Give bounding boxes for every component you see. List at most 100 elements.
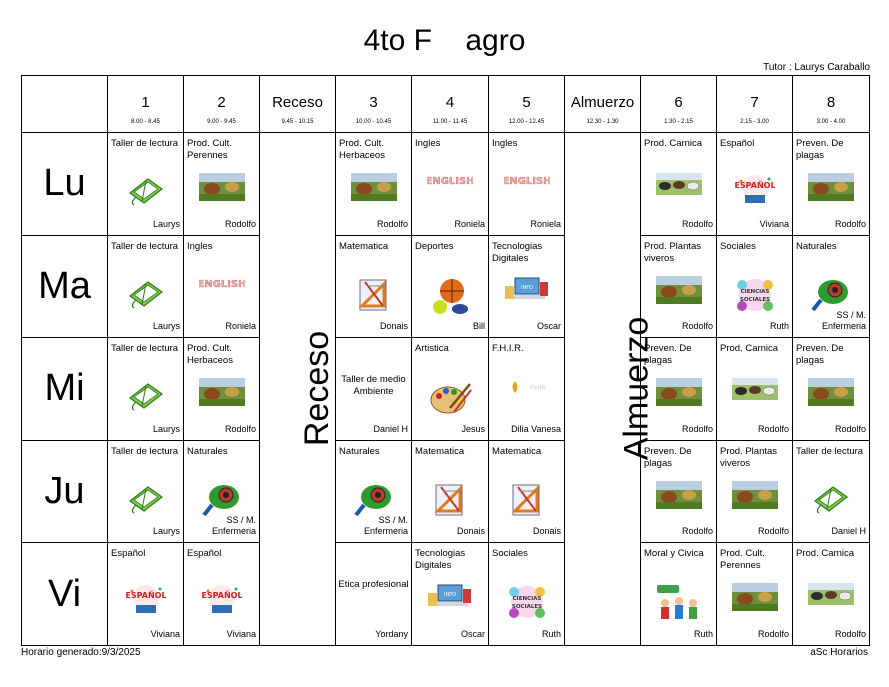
lesson-cell[interactable]: F.H.I.R. FHIR Dilia Vanesa: [488, 337, 565, 441]
lesson-cell[interactable]: Tecnologias Digitales INFO Oscar: [411, 542, 489, 646]
lesson-teacher: Rodolfo: [681, 218, 713, 229]
lesson-cell[interactable]: Ingles ENGLISH Roniela: [411, 132, 489, 236]
svg-text:INFO: INFO: [520, 285, 532, 291]
lesson-teacher: SS / M. Enfermeria: [211, 515, 256, 537]
lesson-cell[interactable]: Ingles ENGLISH Roniela: [488, 132, 565, 236]
lesson-cell[interactable]: Sociales CIENCIAS SOCIALES Ruth: [488, 542, 565, 646]
lesson-subject: Naturales: [339, 445, 380, 457]
lesson-subject: Prod. Carnica: [644, 138, 703, 149]
header-row: 1 8.00 - 8.45 2 9.00 - 9.45 Receso 9.45 - 10.…: [21, 75, 870, 133]
social-sciences-icon: CIENCIAS SOCIALES: [505, 583, 549, 626]
lesson-subject: Tecnologias Digitales: [415, 548, 466, 572]
period-header: 8 3.00 - 4.00: [792, 75, 870, 133]
period-time: 3.00 - 4.00: [816, 119, 846, 125]
english-icon: ENGLISH: [502, 173, 551, 192]
lesson-subject: Ingles: [492, 138, 518, 149]
lesson-cell[interactable]: Preven. De plagas Rodolfo: [792, 132, 870, 236]
lesson-teacher: Rodolfo: [834, 628, 866, 639]
lesson-cell[interactable]: Deportes Bill: [411, 234, 489, 339]
lesson-teacher: Daniel H: [373, 423, 408, 434]
period-label: 3: [369, 94, 378, 111]
lesson-cell[interactable]: Taller de lectura Laurys: [107, 234, 184, 339]
generated-date: Horario generado:9/3/2025: [21, 647, 141, 658]
lesson-cell[interactable]: Taller de lectura Laurys: [107, 439, 184, 544]
lesson-teacher: Viviana: [150, 628, 180, 639]
lesson-teacher: Rodolfo: [681, 321, 713, 332]
lesson-cell[interactable]: Ingles ENGLISH Roniela: [183, 234, 260, 339]
period-time: 1.30 - 2.15: [664, 119, 693, 125]
lesson-cell[interactable]: Matematica Donais: [488, 439, 565, 544]
period-label: 2: [217, 94, 226, 111]
lesson-cell[interactable]: Taller de lectura Laurys: [107, 337, 184, 441]
lesson-teacher: Rodolfo: [757, 423, 789, 434]
lesson-cell[interactable]: Prod. Cult. Perennes Rodolfo: [183, 132, 260, 236]
svg-text:SOCIALES: SOCIALES: [511, 604, 541, 610]
lesson-cell[interactable]: Español ESPAÑOL Viviana: [183, 542, 260, 646]
lesson-cell[interactable]: Español ESPAÑOL Viviana: [716, 132, 793, 236]
lesson-teacher: Donais: [456, 526, 485, 537]
svg-text:ESPAÑOL: ESPAÑOL: [126, 590, 166, 600]
lesson-cell[interactable]: Preven. De plagas Rodolfo: [640, 439, 717, 544]
svg-text:ENGLISH: ENGLISH: [427, 176, 473, 187]
lesson-cell[interactable]: Taller de medio Ambiente Daniel H: [335, 337, 412, 441]
lesson-teacher: Viviana: [759, 218, 789, 229]
palette-icon: [428, 378, 472, 423]
period-label: 1: [141, 94, 150, 111]
lesson-teacher: Jesus: [461, 423, 485, 434]
lesson-cell[interactable]: Etica profesional Yordany: [335, 542, 412, 646]
lesson-teacher: Viviana: [226, 628, 256, 639]
lesson-subject: Prod. Plantas viveros: [720, 445, 778, 469]
math-icon: [357, 276, 391, 317]
lesson-subject: Prod. Cult. Herbaceos: [339, 138, 385, 161]
lesson-cell[interactable]: Prod. Carnica Rodolfo: [640, 132, 717, 236]
lesson-cell[interactable]: Matematica Donais: [411, 439, 489, 544]
lesson-cell[interactable]: Naturales SS / M. Enfermeria: [792, 234, 870, 339]
lesson-cell[interactable]: Prod. Carnica Rodolfo: [792, 542, 870, 646]
lesson-cell[interactable]: Tecnologias Digitales INFO Oscar: [488, 234, 565, 339]
period-label: 5: [522, 94, 531, 111]
cattle-icon: [731, 378, 778, 405]
period-header: 2 9.00 - 9.45: [183, 75, 260, 133]
cattle-icon: [808, 583, 854, 610]
lesson-teacher: Dilia Vanesa: [511, 423, 561, 434]
lesson-cell[interactable]: Naturales SS / M. Enfermeria: [335, 439, 412, 544]
espanol-icon: ESPAÑOL: [125, 583, 166, 622]
break-label: Receso: [298, 331, 337, 447]
lesson-subject: Matematica: [415, 445, 465, 457]
lesson-cell[interactable]: Naturales SS / M. Enfermeria: [183, 439, 260, 544]
lesson-cell[interactable]: Prod. Cult. Perennes Rodolfo: [716, 542, 793, 646]
period-header: Receso 9.45 - 10.15: [259, 75, 336, 133]
svg-text:FHIR: FHIR: [530, 384, 546, 392]
period-time: 2.15 - 3.00: [740, 119, 769, 125]
math-icon: [510, 481, 544, 522]
lesson-cell[interactable]: Prod. Carnica Rodolfo: [716, 337, 793, 441]
lesson-cell[interactable]: Moral y Civica Ruth: [640, 542, 717, 646]
lesson-cell[interactable]: Artistica Jesus: [411, 337, 489, 441]
lesson-cell[interactable]: Español ESPAÑOL Viviana: [107, 542, 184, 646]
lesson-cell[interactable]: Prod. Plantas viveros Rodolfo: [640, 234, 717, 339]
lesson-subject: Prod. Cult. Perennes: [187, 138, 232, 161]
lesson-subject: Sociales: [720, 240, 756, 252]
lesson-subject: Prod. Plantas viveros: [644, 240, 702, 264]
period-time: 9.00 - 9.45: [207, 119, 236, 125]
lesson-subject: Ingles: [187, 240, 213, 252]
period-header: 5 12.00 - 12.45: [488, 75, 565, 133]
svg-text:ENGLISH: ENGLISH: [504, 176, 550, 187]
lesson-cell[interactable]: Taller de lectura Laurys: [107, 132, 184, 236]
lesson-teacher: SS / M. Enfermeria: [821, 310, 866, 332]
period-header: 3 10.00 - 10.45: [335, 75, 412, 133]
page-title: 4to F agro: [363, 24, 526, 57]
lesson-cell[interactable]: Taller de lectura Daniel H: [792, 439, 870, 544]
lesson-cell[interactable]: Prod. Cult. Herbaceos Rodolfo: [183, 337, 260, 441]
lesson-teacher: Roniela: [454, 218, 485, 229]
lesson-subject: Prod. Cult. Herbaceos: [187, 343, 233, 367]
lesson-cell[interactable]: Prod. Cult. Herbaceos Rodolfo: [335, 132, 412, 236]
lesson-cell[interactable]: Matematica Donais: [335, 234, 412, 339]
lesson-teacher: Roniela: [530, 218, 561, 229]
lesson-cell[interactable]: Prod. Plantas viveros Rodolfo: [716, 439, 793, 544]
lesson-cell[interactable]: Preven. De plagas Rodolfo: [640, 337, 717, 441]
lesson-subject: F.H.I.R.: [492, 343, 524, 355]
lesson-cell[interactable]: Sociales CIENCIAS SOCIALES Ruth: [716, 234, 793, 339]
book-icon: [126, 173, 166, 212]
lesson-cell[interactable]: Preven. De plagas Rodolfo: [792, 337, 870, 441]
